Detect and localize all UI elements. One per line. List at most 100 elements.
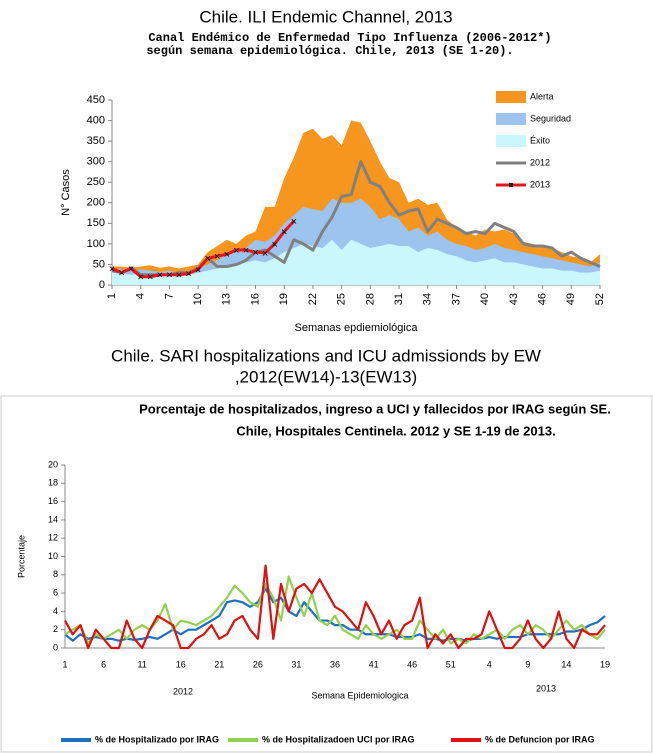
x-tick-label: 41 [369,659,379,669]
x-tick-label: 40 [479,293,491,305]
marker: × [204,253,210,265]
x-tick-label: 19 [600,659,610,669]
marker: × [233,245,239,257]
marker: × [147,272,153,284]
y-tick-label: 12 [48,533,58,543]
y-tick-label: 50 [93,258,105,270]
x-tick-label: 19 [278,293,290,305]
x-tick-label: 26 [253,659,263,669]
marker: × [176,270,182,282]
x-tick-label: 13 [221,293,233,305]
caption: ,2012(EW14)-13(EW13) [235,367,417,386]
marker: × [109,263,115,275]
x-tick-label: 9 [525,659,530,669]
line [64,587,606,642]
marker: × [252,247,258,259]
legend-label: Alerta [530,91,554,101]
x-tick-label: 4 [487,659,492,669]
marker: × [224,249,230,261]
x-tick-label: 4 [135,293,147,299]
marker: × [128,263,134,275]
marker: × [118,268,124,280]
y-tick-label: 0 [99,279,105,291]
y-tick-label: 10 [48,551,58,561]
y-tick-label: 6 [53,587,58,597]
legend-label: 2012 [530,157,550,167]
marker: × [281,226,287,238]
y-tick-label: 200 [87,197,105,209]
x-tick-label: 34 [422,293,434,305]
legend-label: % de Defuncion por IRAG [485,734,595,744]
x-tick-label: 36 [330,659,340,669]
y-tick-label: 250 [87,176,105,188]
marker: × [214,251,220,263]
y-tick-label: 0 [53,642,58,652]
legend-swatch [496,113,526,125]
legend-label: Éxito [530,135,550,145]
x-tick-label: 16 [249,293,261,305]
x-tick-label: 46 [407,659,417,669]
y-tick-label: 150 [87,217,105,229]
marker: × [137,272,143,284]
legend-swatch [496,91,526,103]
y-tick-label: 14 [48,514,58,524]
area [112,239,600,285]
y-tick-label: 4 [53,606,58,616]
legend-label: 2013 [530,179,550,189]
x-tick-label: 11 [137,659,146,669]
line [64,575,606,645]
y-tick-label: 300 [87,156,105,168]
x-tick-label: 22 [307,293,319,305]
x-tick-label: 52 [594,293,606,305]
year-label: 2012 [173,686,193,696]
chart-subtitle: Chile, Hospitales Centinela. 2012 y SE 1… [236,423,555,438]
x-tick-label: 7 [163,293,175,299]
y-tick-label: 100 [87,238,105,250]
chart-subtitle: según semana epidemiológica. Chile, 2013… [146,44,513,58]
y-tick-label: 350 [87,135,105,147]
x-tick-label: 1 [62,659,67,669]
chart-frame [0,395,653,753]
line [64,564,606,650]
x-tick-label: 28 [364,293,376,305]
y-tick-label: 400 [87,114,105,126]
marker: × [166,270,172,282]
legend-marker [509,183,513,187]
legend-label: Seguridad [530,113,571,123]
x-tick-label: 21 [214,659,224,669]
x-tick-label: 1 [106,293,118,299]
y-tick-label: 2 [53,624,58,634]
y-axis-label: N° Casos [60,169,72,216]
x-axis-label: Semanas epdiemiológica [295,322,419,334]
x-axis-label: Semana Epidemiologica [311,690,408,700]
legend-swatch [496,135,526,147]
x-tick-label: 10 [192,293,204,305]
legend-label: % de Hospitalizado por IRAG [95,734,219,744]
x-tick-label: 37 [450,293,462,305]
x-tick-label: 31 [291,659,301,669]
y-axis-label: Porcentaje [16,535,26,578]
year-label: 2013 [536,683,556,693]
line [111,220,295,279]
y-tick-label: 18 [48,478,58,488]
x-tick-label: 49 [565,293,577,305]
marker: × [271,239,277,251]
marker: × [195,264,201,276]
x-tick-label: 16 [176,659,186,669]
caption: Chile. SARI hospitalizations and ICU adm… [111,346,541,365]
y-tick-label: 8 [53,569,58,579]
caption: Chile. ILI Endemic Channel, 2013 [199,7,452,26]
y-tick-label: 450 [87,94,105,106]
x-tick-label: 14 [561,659,571,669]
marker: × [291,216,297,228]
x-tick-label: 43 [508,293,520,305]
x-tick-label: 51 [446,659,456,669]
x-tick-label: 25 [336,293,348,305]
chart-title: Canal Endémico de Enfermedad Tipo Influe… [148,31,551,45]
marker: × [185,268,191,280]
chart-title: Porcentaje de hospitalizados, ingreso a … [139,401,611,416]
legend-label: % de Hospitalizadoen UCI por IRAG [262,734,415,744]
marker: × [243,245,249,257]
marker: × [262,248,268,260]
